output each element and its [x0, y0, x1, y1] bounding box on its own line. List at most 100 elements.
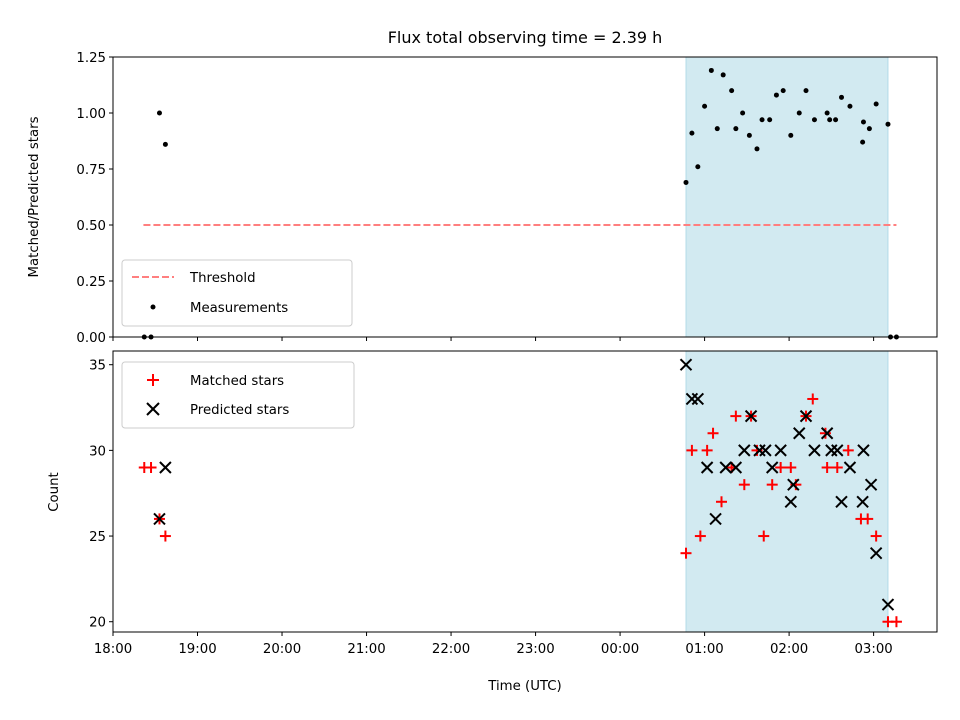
x-tick-label: 23:00 [516, 642, 554, 657]
bottom-predicted-stars-point [869, 546, 883, 560]
bottom-predicted-stars-point [679, 358, 693, 371]
top-measurements-point [746, 132, 752, 138]
bottom-matched-stars-point [785, 462, 797, 474]
legend-top-frame [121, 259, 353, 327]
legend-measurements-label: Measurements [190, 301, 288, 316]
bottom-predicted-stars-point [685, 392, 699, 406]
bottom-predicted-stars-point [153, 512, 166, 526]
top-measurements-point [773, 92, 779, 98]
top-measurements-point [156, 110, 162, 116]
top-measurements-point [796, 110, 802, 116]
top-y-tick-label: 1.00 [76, 107, 106, 122]
legend-predicted-label: Predicted stars [190, 403, 289, 418]
bottom-predicted-stars-point [738, 444, 751, 457]
bottom-matched-stars-point [821, 462, 833, 474]
bottom-matched-stars-point [870, 530, 882, 542]
top-measurements-point [702, 103, 708, 109]
top-measurements-point [847, 103, 853, 109]
legend-matched-swatch [147, 374, 159, 386]
top-measurements-point [839, 94, 845, 100]
top-measurements-point [885, 121, 891, 127]
bottom-matched-stars-point [862, 513, 874, 525]
bottom-predicted-stars-point [753, 444, 766, 457]
bottom-matched-stars-point [686, 444, 698, 456]
legend-predicted-swatch [146, 402, 160, 416]
bottom-predicted-stars-point [864, 478, 878, 491]
legend-measurements-swatch [150, 304, 156, 310]
top-measurements-point [729, 88, 735, 94]
bottom-matched-stars-point [890, 616, 902, 628]
bottom-predicted-stars-point [831, 444, 844, 457]
top-measurements-point [860, 139, 866, 145]
x-tick-label: 19:00 [178, 642, 216, 657]
bottom-matched-stars-point [707, 427, 719, 439]
bottom-matched-stars-point [842, 444, 854, 456]
top-axes-frame [112, 56, 938, 338]
bottom-predicted-stars-point [881, 598, 895, 611]
top-measurements-point [860, 119, 866, 125]
bottom-predicted-stars-point [765, 461, 779, 474]
top-measurements-point [873, 101, 879, 107]
top-measurements-point [780, 88, 786, 94]
bottom-predicted-stars-point [835, 495, 848, 508]
bottom-y-tick-label: 20 [89, 616, 106, 631]
top-measurements-point [683, 179, 689, 185]
top-measurements-point [803, 88, 809, 94]
top-measurements-point [833, 117, 839, 123]
bottom-predicted-stars-point [787, 478, 800, 491]
top-plot: 0.00 0.25 0.50 0.75 1.00 1.25 [76, 51, 938, 346]
bottom-predicted-stars-point [784, 495, 797, 508]
bottom-matched-stars-point [738, 479, 750, 491]
x-tick-label: 02:00 [770, 642, 808, 657]
top-measurements-point [811, 117, 817, 123]
legend-bottom-frame [121, 361, 355, 429]
top-measurements-point [689, 130, 695, 136]
bottom-predicted-stars-point [719, 461, 732, 474]
top-measurements-point [740, 110, 746, 116]
bottom-predicted-stars-point [759, 444, 772, 457]
bottom-y-tick-label: 30 [89, 444, 106, 459]
bottom-matched-stars-point [819, 427, 831, 439]
top-y-axis-label: Matched/Predicted stars [27, 116, 42, 277]
bottom-y-tick-label: 35 [89, 359, 106, 374]
top-measurements-point [733, 126, 739, 132]
bottom-predicted-stars-point [793, 427, 806, 440]
bottom-matched-stars-point [701, 444, 713, 456]
top-y-tick-label: 1.25 [76, 51, 106, 66]
x-tick-label: 22:00 [432, 642, 470, 657]
top-measurements-point [695, 164, 701, 170]
bottom-predicted-stars-point [691, 392, 705, 406]
bottom-shaded-span [685, 350, 889, 633]
top-measurements-point [827, 117, 833, 123]
bottom-predicted-stars-point [729, 461, 743, 474]
top-measurements-point [866, 126, 872, 132]
top-measurements-point [714, 126, 720, 132]
top-measurements-point [788, 132, 794, 138]
bottom-predicted-stars-point [700, 461, 714, 474]
bottom-predicted-stars-point [820, 427, 834, 440]
bottom-predicted-stars-point [774, 444, 787, 457]
top-measurements-point [824, 110, 830, 116]
bottom-matched-stars-point [775, 462, 787, 474]
bottom-predicted-stars-point [799, 409, 813, 423]
chart-title: Flux total observing time = 2.39 h [388, 28, 663, 47]
bottom-matched-stars-point [766, 479, 778, 491]
bottom-plot: 20 25 30 35 18:00 19:00 20:00 21:00 22:00 23:00 00… [89, 350, 938, 657]
legend-bottom: Matched stars Predicted stars [121, 361, 355, 429]
bottom-predicted-stars-point [159, 461, 172, 474]
top-measurements-point [720, 72, 726, 78]
top-measurements-point [162, 141, 168, 147]
x-tick-label: 21:00 [347, 642, 385, 657]
bottom-y-tick-label: 25 [89, 530, 106, 545]
bottom-matched-stars-point [145, 462, 157, 474]
top-measurements-point [708, 67, 714, 73]
bottom-predicted-stars-point [843, 461, 857, 474]
bottom-matched-stars-point [715, 496, 727, 508]
bottom-predicted-stars-point [744, 409, 758, 423]
bottom-predicted-stars-point [808, 444, 821, 457]
bottom-matched-stars-point [730, 410, 742, 422]
bottom-predicted-stars-point [856, 495, 869, 508]
bottom-matched-stars-point [807, 393, 819, 405]
top-y-tick-label: 0.00 [76, 331, 106, 346]
